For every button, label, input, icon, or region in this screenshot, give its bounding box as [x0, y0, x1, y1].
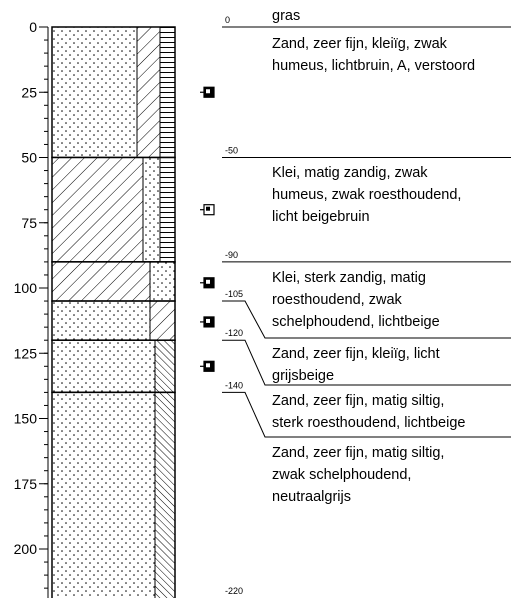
bottom-label: -220 [225, 586, 243, 596]
surface-label: gras [272, 8, 300, 24]
layer-description: neutraalgrijs [272, 489, 351, 505]
layer-description: humeus, lichtbruin, A, verstoord [272, 58, 475, 74]
sample-marker [200, 277, 215, 289]
layer-segment [142, 157, 161, 263]
layer-description: Zand, zeer fijn, matig siltig, [272, 393, 444, 409]
layer-description: Klei, matig zandig, zwak [272, 165, 428, 181]
layer-description: zwak schelphoudend, [272, 467, 411, 483]
layer-description: grijsbeige [272, 368, 334, 384]
layer-segment [51, 300, 151, 341]
depth-label: -140 [225, 380, 243, 390]
depth-label: -120 [225, 328, 243, 338]
layer-segment [136, 26, 161, 158]
tick-label: 75 [21, 215, 37, 231]
layer-description: Zand, zeer fijn, matig siltig, [272, 445, 444, 461]
layer-segment [149, 300, 176, 341]
layer-segment [154, 339, 176, 393]
layer-segment [51, 157, 144, 263]
layer-segment [159, 26, 176, 158]
layer-segment [51, 391, 156, 598]
tick-label: 150 [14, 411, 38, 427]
tick-label: 0 [29, 19, 37, 35]
sample-marker [200, 360, 215, 372]
tick-label: 25 [21, 84, 37, 100]
layer-description: Zand, zeer fijn, kleiïg, zwak [272, 36, 448, 52]
layer-description: licht beigebruin [272, 209, 370, 225]
tick-label: 200 [14, 541, 38, 557]
layer-segment [51, 261, 151, 302]
layer-description: Zand, zeer fijn, kleiïg, licht [272, 346, 440, 362]
boundary-line [222, 339, 511, 386]
sample-marker [200, 316, 215, 328]
tick-label: 175 [14, 476, 38, 492]
depth-label: -105 [225, 289, 243, 299]
tick-label: 125 [14, 345, 38, 361]
layer-description: humeus, zwak roesthoudend, [272, 187, 461, 203]
layer-description: roesthoudend, zwak [272, 292, 403, 308]
layer-description: schelphoudend, lichtbeige [272, 314, 440, 330]
boundary-line [222, 391, 511, 438]
layer-description: sterk roesthoudend, lichtbeige [272, 415, 465, 431]
sample-marker [200, 86, 215, 98]
layer-segment [154, 391, 176, 598]
layer-description: Klei, sterk zandig, matig [272, 270, 426, 286]
layer-segment [159, 157, 176, 263]
layer-segment [51, 339, 156, 393]
layer-segment [51, 26, 138, 158]
depth-label: 0 [225, 15, 230, 25]
sample-marker [200, 204, 215, 216]
layer-segment [149, 261, 176, 302]
tick-label: 50 [21, 150, 37, 166]
layer-outline [51, 391, 176, 598]
tick-label: 100 [14, 280, 38, 296]
depth-label: -50 [225, 146, 238, 156]
depth-label: -90 [225, 250, 238, 260]
boundary-line [222, 300, 511, 339]
